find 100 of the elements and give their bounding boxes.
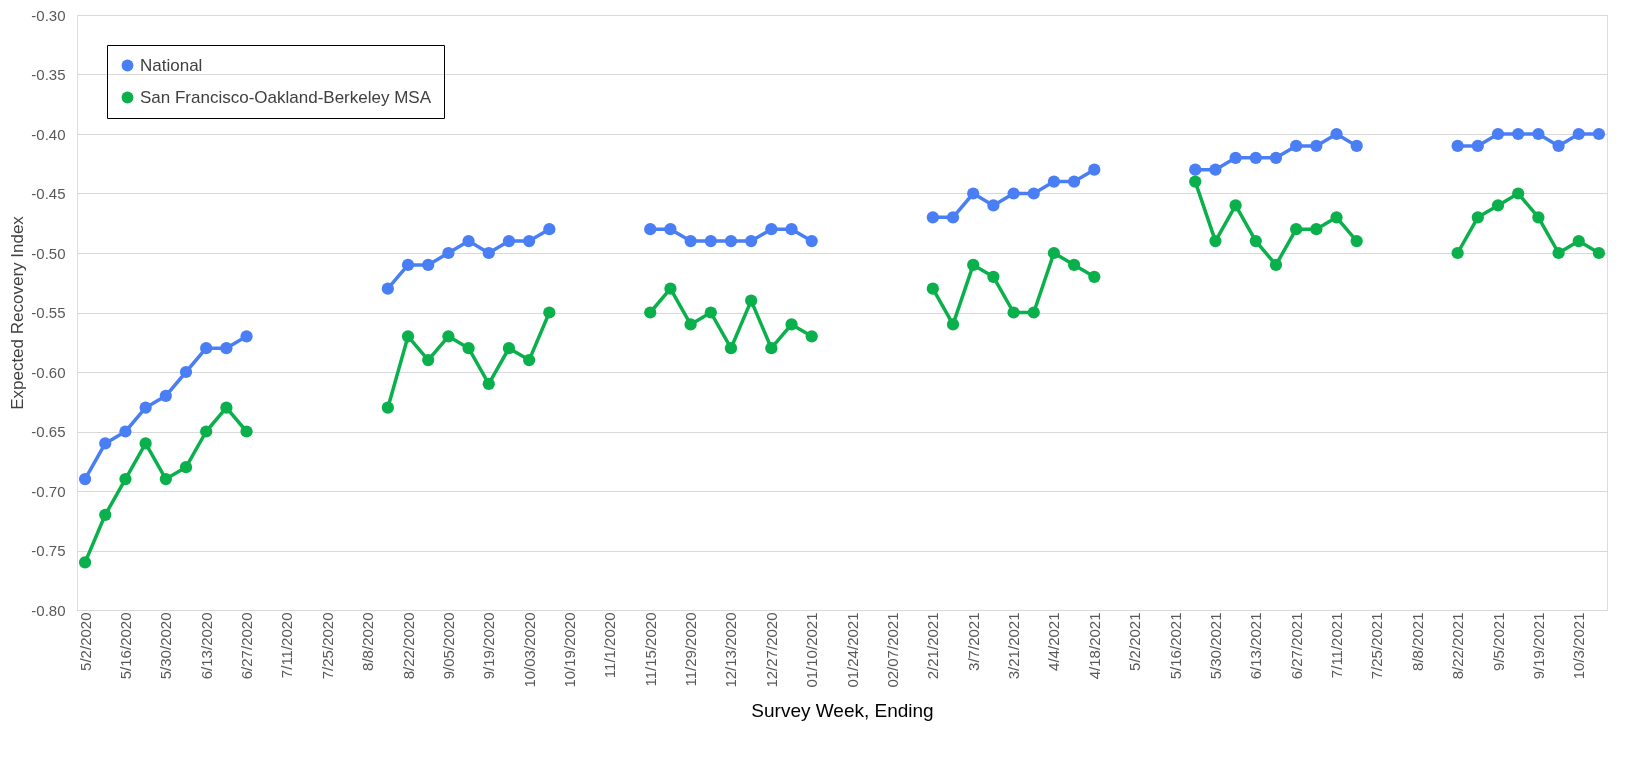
y-tick-label: -0.35 xyxy=(31,66,66,83)
x-axis-title: Survey Week, Ending xyxy=(751,699,934,721)
point xyxy=(159,472,172,486)
y-axis-title: Expected Recovery Index xyxy=(8,215,28,410)
point xyxy=(1269,258,1283,272)
x-tick-label: 9/5/2021 xyxy=(1489,612,1507,671)
point xyxy=(785,223,798,236)
x-tick-label: 2/21/2021 xyxy=(924,612,942,680)
point xyxy=(543,223,556,236)
y-tick-label: -0.45 xyxy=(31,185,66,202)
x-tick-label: 7/25/2020 xyxy=(318,612,336,680)
x-tick-label: 10/3/2021 xyxy=(1570,612,1588,680)
y-tick-label: -0.80 xyxy=(31,601,66,619)
point xyxy=(139,401,152,414)
point xyxy=(1310,139,1323,153)
point xyxy=(523,234,536,248)
point xyxy=(1068,258,1081,272)
point xyxy=(644,223,657,236)
x-tick-label: 01/24/2021 xyxy=(843,612,861,688)
x-tick-label: 7/11/2021 xyxy=(1328,612,1346,679)
x-tick-label: 02/07/2021 xyxy=(883,612,901,688)
x-tick-label: 4/4/2021 xyxy=(1045,612,1063,671)
point xyxy=(1068,175,1081,188)
point xyxy=(1047,175,1061,188)
point xyxy=(765,342,778,355)
y-tick-label: -0.50 xyxy=(31,244,66,262)
point xyxy=(1572,234,1585,248)
legend-label: National xyxy=(140,55,203,75)
point xyxy=(139,437,152,450)
point xyxy=(1532,211,1545,224)
point xyxy=(1209,163,1222,176)
point xyxy=(1491,199,1505,212)
point xyxy=(1290,139,1303,153)
point xyxy=(704,306,717,319)
x-tick-label: 5/16/2020 xyxy=(116,612,134,680)
point xyxy=(664,282,677,295)
point xyxy=(401,330,415,343)
point xyxy=(1209,234,1222,248)
point xyxy=(684,234,697,248)
y-tick-label: -0.70 xyxy=(31,482,66,500)
point xyxy=(724,234,738,248)
x-tick-label: 8/22/2021 xyxy=(1449,612,1467,680)
y-tick-label: -0.65 xyxy=(31,423,66,440)
point xyxy=(765,223,778,236)
x-tick-label: 9/19/2020 xyxy=(480,612,498,680)
x-tick-label: 01/10/2021 xyxy=(803,612,821,688)
y-tick-label: -0.55 xyxy=(31,304,66,321)
point xyxy=(987,199,1000,212)
x-tick-label: 5/2/2021 xyxy=(1126,612,1144,671)
point xyxy=(785,318,798,331)
point xyxy=(1572,127,1585,141)
point xyxy=(926,211,939,224)
point xyxy=(1330,127,1343,141)
y-tick-label: -0.40 xyxy=(31,125,66,143)
point xyxy=(926,282,939,295)
point xyxy=(1189,175,1202,188)
point xyxy=(1451,246,1464,260)
x-tick-label: 6/27/2020 xyxy=(238,612,256,680)
point xyxy=(684,318,697,331)
point xyxy=(179,461,193,474)
point xyxy=(1290,223,1303,236)
x-tick-label: 11/1/2020 xyxy=(601,612,619,679)
point xyxy=(119,425,132,438)
point xyxy=(401,258,415,272)
point xyxy=(1552,139,1565,153)
x-tick-label: 8/22/2020 xyxy=(399,612,417,680)
x-tick-label: 9/19/2021 xyxy=(1529,612,1547,680)
point xyxy=(745,294,758,307)
point xyxy=(422,258,435,272)
point xyxy=(644,306,657,319)
point xyxy=(1007,187,1020,200)
x-tick-label: 7/11/2020 xyxy=(278,612,296,679)
point xyxy=(1027,187,1040,200)
point xyxy=(1027,306,1040,319)
legend-label: San Francisco-Oakland-Berkeley MSA xyxy=(140,87,432,107)
point xyxy=(422,353,435,367)
point xyxy=(99,508,112,521)
x-tick-label: 12/27/2020 xyxy=(762,612,780,688)
x-tick-label: 8/8/2021 xyxy=(1408,612,1426,671)
point xyxy=(1189,163,1202,176)
point xyxy=(1552,246,1565,260)
point xyxy=(240,425,253,438)
point xyxy=(967,258,980,272)
x-tick-label: 10/03/2020 xyxy=(520,612,538,688)
x-tick-label: 10/19/2020 xyxy=(561,612,579,688)
point xyxy=(1330,211,1343,224)
point xyxy=(967,187,980,200)
x-tick-label: 6/13/2021 xyxy=(1247,612,1265,680)
point xyxy=(1269,151,1283,164)
point xyxy=(381,401,394,414)
x-tick-label: 8/8/2020 xyxy=(359,612,377,671)
x-tick-label: 11/29/2020 xyxy=(682,612,700,687)
point xyxy=(1491,127,1505,141)
x-tick-label: 5/2/2020 xyxy=(76,612,94,671)
point xyxy=(1229,199,1242,212)
x-tick-label: 5/30/2021 xyxy=(1206,612,1224,680)
point xyxy=(99,437,112,450)
y-tick-label: -0.75 xyxy=(31,542,66,559)
point xyxy=(946,318,960,331)
point xyxy=(543,306,556,319)
